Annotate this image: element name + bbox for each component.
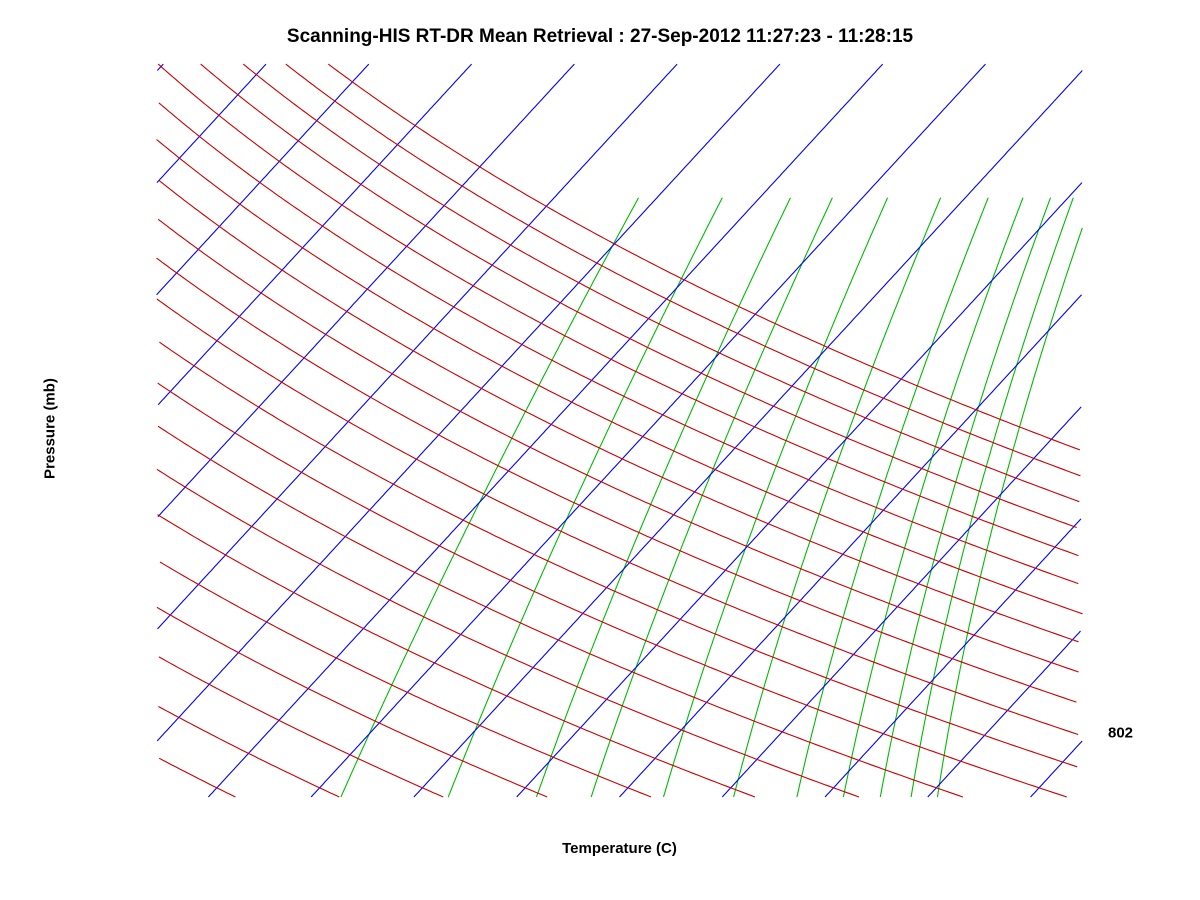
mixing-ratio-lines — [340, 197, 1083, 798]
dry-adiabat-lines — [156, 63, 1083, 798]
chart-title: Scanning-HIS RT-DR Mean Retrieval : 27-S… — [286, 26, 914, 47]
right-side-annotation: 802 — [1108, 724, 1134, 742]
isotherm-lines — [156, 63, 1083, 798]
x-axis-title: Temperature (C) — [562, 840, 677, 857]
